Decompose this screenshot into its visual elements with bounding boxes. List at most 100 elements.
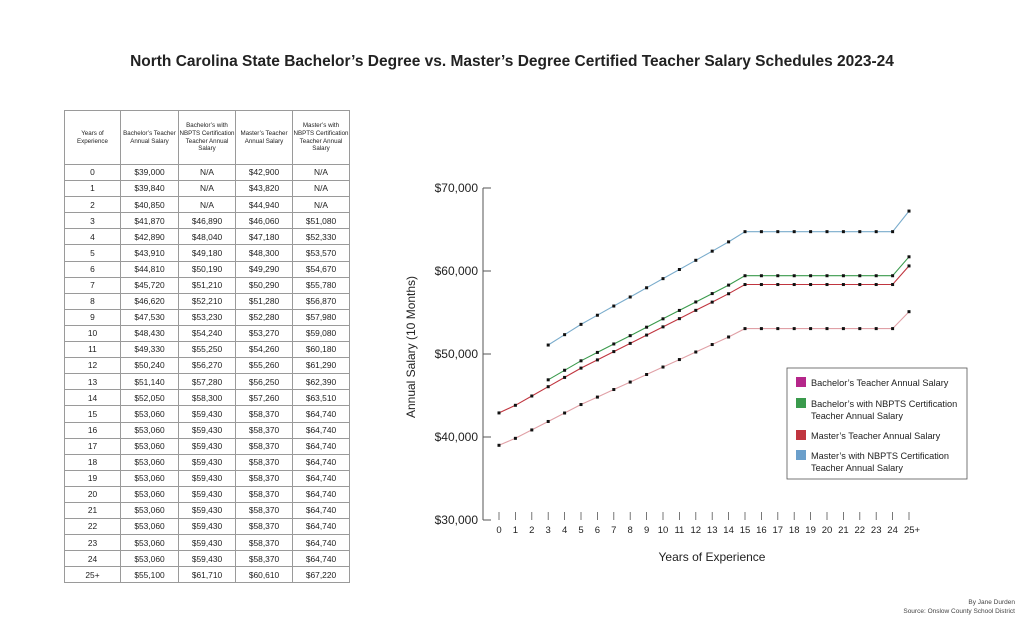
- data-point: [563, 411, 567, 415]
- x-tick-label: 18: [789, 525, 800, 536]
- data-point: [677, 358, 681, 362]
- data-point: [841, 274, 845, 278]
- data-point: [809, 274, 813, 278]
- data-point: [530, 428, 534, 432]
- table-cell: $60,610: [235, 566, 293, 584]
- data-point: [858, 274, 862, 278]
- salary-table: Years of Experience Bachelor’s Teacher A…: [64, 110, 350, 584]
- data-point: [743, 274, 747, 278]
- x-tick-label: 14: [723, 525, 734, 536]
- column-header: Master’s with NBPTS Certification Teache…: [292, 110, 350, 165]
- page-title: North Carolina State Bachelor’s Degree v…: [130, 53, 894, 70]
- data-point: [612, 388, 616, 392]
- data-point: [546, 419, 550, 423]
- x-tick-label: 8: [628, 525, 633, 536]
- data-point: [841, 230, 845, 234]
- x-tick-label: 19: [805, 525, 816, 536]
- data-point: [645, 333, 649, 337]
- x-tick-label: 2: [529, 525, 534, 536]
- author-credit: By Jane Durden: [968, 599, 1015, 606]
- table-cell: $64,740: [292, 534, 350, 552]
- x-tick-label: 11: [674, 525, 684, 536]
- x-tick-label: 16: [756, 525, 767, 536]
- data-point: [825, 274, 829, 278]
- data-point: [776, 283, 780, 287]
- data-point: [579, 359, 583, 363]
- data-point: [792, 327, 796, 331]
- data-point: [710, 249, 714, 253]
- legend-label: Master’s with NBPTS Certification Teacher…: [811, 451, 949, 473]
- x-tick-label: 23: [871, 525, 882, 536]
- table-row: 16 $53,060 $59,430 $58,370 $64,740: [64, 421, 350, 439]
- x-tick-label: 0: [496, 525, 501, 536]
- data-point: [891, 327, 895, 331]
- data-point: [513, 436, 517, 440]
- y-tick-label: $50,000: [435, 347, 479, 361]
- data-point: [645, 325, 649, 329]
- data-point: [595, 358, 599, 362]
- data-point: [907, 264, 911, 268]
- data-point: [907, 209, 911, 213]
- data-point: [694, 258, 698, 262]
- table-row: 1 $39,840 N/A $43,820 N/A: [64, 180, 350, 198]
- data-point: [497, 443, 501, 447]
- data-point: [759, 274, 763, 278]
- y-tick-label: $30,000: [435, 513, 479, 527]
- data-point: [776, 327, 780, 331]
- data-point: [825, 327, 829, 331]
- data-point: [759, 230, 763, 234]
- table-cell: $60,180: [292, 341, 350, 359]
- table-row: 10 $48,430 $54,240 $53,270 $59,080: [64, 324, 350, 343]
- x-tick-label: 6: [595, 525, 600, 536]
- data-point: [694, 300, 698, 304]
- x-tick-label: 22: [855, 525, 866, 536]
- data-point: [546, 378, 550, 382]
- table-row: 5 $43,910 $49,180 $48,300 $53,570: [64, 244, 350, 262]
- y-tick-label: $40,000: [435, 430, 479, 444]
- x-tick-label: 10: [658, 525, 669, 536]
- table-cell: 25+: [64, 566, 121, 584]
- data-point: [661, 325, 665, 329]
- data-point: [727, 335, 731, 339]
- series-line: [498, 311, 910, 446]
- data-point: [891, 283, 895, 287]
- data-point: [497, 411, 501, 415]
- series-line: [547, 210, 910, 346]
- table-row: 11 $49,330 $55,250 $54,260 $60,180: [64, 341, 350, 359]
- x-tick-label: 24: [887, 525, 898, 536]
- data-point: [661, 317, 665, 321]
- data-point: [727, 240, 731, 244]
- data-point: [743, 327, 747, 331]
- data-point: [595, 350, 599, 354]
- x-tick-label: 13: [707, 525, 718, 536]
- x-tick-label: 15: [740, 525, 751, 536]
- table-row: 4 $42,890 $48,040 $47,180 $52,330: [64, 228, 350, 246]
- data-point: [661, 365, 665, 369]
- data-point: [792, 283, 796, 287]
- data-point: [809, 327, 813, 331]
- data-point: [743, 230, 747, 234]
- data-point: [727, 283, 731, 287]
- x-tick-label: 12: [691, 525, 702, 536]
- data-point: [612, 304, 616, 308]
- data-point: [579, 366, 583, 370]
- y-tick-label: $60,000: [435, 264, 479, 278]
- series-line: [498, 265, 910, 414]
- data-point: [661, 277, 665, 281]
- data-point: [858, 230, 862, 234]
- x-tick-label: 20: [822, 525, 833, 536]
- data-point: [841, 327, 845, 331]
- data-point: [776, 230, 780, 234]
- data-point: [546, 343, 550, 347]
- data-point: [858, 283, 862, 287]
- data-point: [694, 308, 698, 312]
- data-point: [809, 230, 813, 234]
- legend-swatch: [796, 450, 806, 460]
- data-point: [792, 230, 796, 234]
- data-point: [710, 292, 714, 296]
- data-point: [858, 327, 862, 331]
- x-tick-label: 25+: [904, 525, 921, 536]
- legend-swatch: [796, 398, 806, 408]
- data-point: [759, 283, 763, 287]
